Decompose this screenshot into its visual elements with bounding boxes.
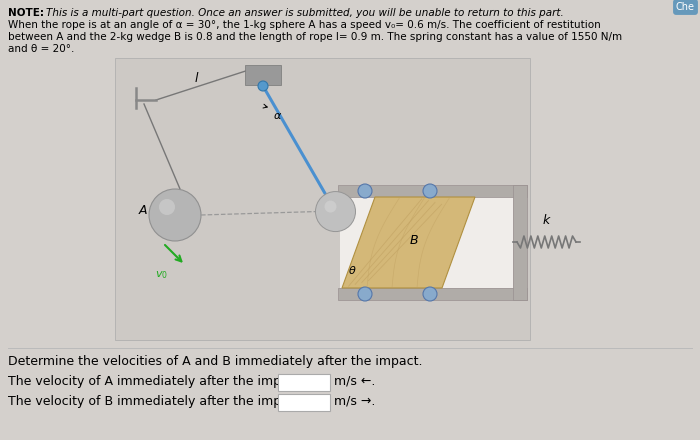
Circle shape xyxy=(423,287,437,301)
Circle shape xyxy=(423,184,437,198)
Text: $v_0$: $v_0$ xyxy=(155,269,168,281)
Text: Determine the velocities of A and B immediately after the impact.: Determine the velocities of A and B imme… xyxy=(8,355,423,368)
Text: $\alpha$: $\alpha$ xyxy=(273,111,282,121)
FancyBboxPatch shape xyxy=(340,197,513,288)
FancyBboxPatch shape xyxy=(245,65,281,85)
FancyBboxPatch shape xyxy=(278,374,330,391)
Text: The velocity of B immediately after the impact is: The velocity of B immediately after the … xyxy=(8,395,315,408)
Text: l: l xyxy=(195,71,199,84)
Text: m/s →.: m/s →. xyxy=(334,395,375,408)
Text: $\theta$: $\theta$ xyxy=(348,264,356,276)
Circle shape xyxy=(149,189,201,241)
Circle shape xyxy=(258,81,268,91)
Circle shape xyxy=(316,191,356,231)
Text: Che: Che xyxy=(676,2,695,12)
Text: NOTE:: NOTE: xyxy=(8,8,48,18)
Polygon shape xyxy=(342,197,475,288)
FancyBboxPatch shape xyxy=(513,185,527,300)
Circle shape xyxy=(358,184,372,198)
FancyBboxPatch shape xyxy=(338,185,527,197)
Text: B: B xyxy=(410,234,418,246)
Text: This is a multi-part question. Once an answer is submitted, you will be unable t: This is a multi-part question. Once an a… xyxy=(46,8,564,18)
Text: A: A xyxy=(139,205,148,217)
FancyBboxPatch shape xyxy=(338,288,527,300)
FancyBboxPatch shape xyxy=(278,394,330,411)
Text: The velocity of A immediately after the impact is: The velocity of A immediately after the … xyxy=(8,375,314,388)
Circle shape xyxy=(325,201,337,213)
Circle shape xyxy=(358,287,372,301)
Circle shape xyxy=(159,199,175,215)
Text: and θ = 20°.: and θ = 20°. xyxy=(8,44,74,54)
FancyBboxPatch shape xyxy=(115,58,530,340)
Text: between A and the 2-kg wedge B is 0.8 and the length of rope l= 0.9 m. The sprin: between A and the 2-kg wedge B is 0.8 an… xyxy=(8,32,622,42)
Text: m/s ←.: m/s ←. xyxy=(334,375,375,388)
Text: When the rope is at an angle of α = 30°, the 1-kg sphere A has a speed v₀= 0.6 m: When the rope is at an angle of α = 30°,… xyxy=(8,20,601,30)
Text: k: k xyxy=(543,214,550,227)
